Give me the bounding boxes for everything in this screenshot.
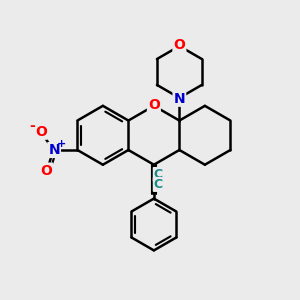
Text: O: O: [35, 125, 47, 139]
Text: N: N: [48, 143, 60, 157]
Text: C: C: [154, 178, 163, 191]
Text: O: O: [173, 38, 185, 52]
Text: C: C: [154, 168, 163, 181]
Text: O: O: [40, 164, 52, 178]
Text: +: +: [57, 139, 66, 148]
Text: -: -: [29, 119, 34, 134]
Text: N: N: [174, 92, 185, 106]
Text: O: O: [148, 98, 160, 112]
